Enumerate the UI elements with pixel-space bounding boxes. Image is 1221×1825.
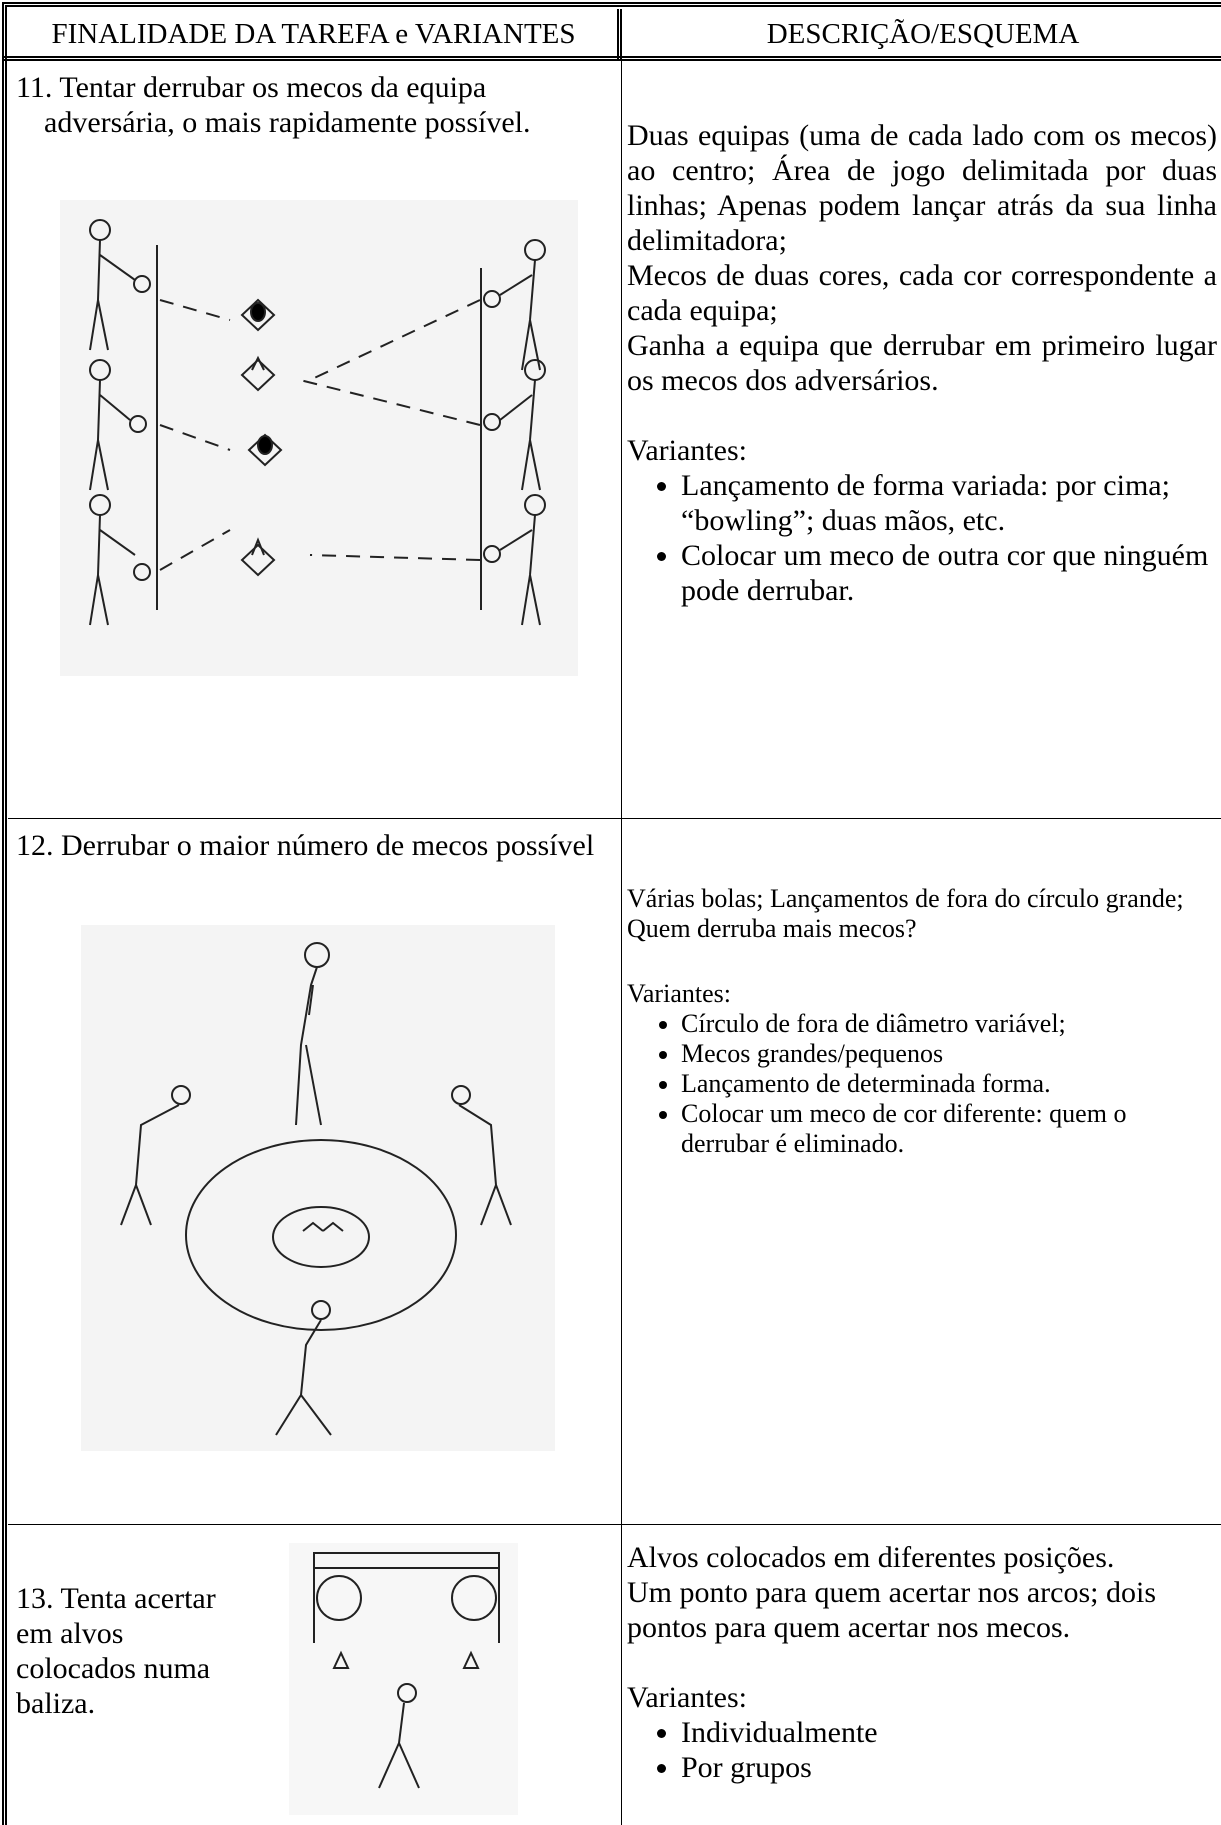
description: Duas equipas (uma de cada lado com os me… (627, 118, 1217, 608)
column-divider (621, 58, 622, 1825)
variant-item: Por grupos (681, 1750, 1217, 1785)
task-title: 11. Tentar derrubar os mecos da equipa a… (16, 71, 531, 139)
row-border (8, 818, 1221, 819)
description-line: Várias bolas; Lançamentos de fora do cír… (627, 884, 1184, 913)
illustration (81, 925, 555, 1451)
variant-item: Círculo de fora de diâmetro variável; (681, 1009, 1217, 1039)
variant-item: Mecos grandes/pequenos (681, 1039, 1217, 1069)
description-line: Alvos colocados em diferentes posições. (627, 1541, 1115, 1574)
variant-item: Individualmente (681, 1715, 1217, 1750)
description-paragraphs: Várias bolas; Lançamentos de fora do cír… (627, 884, 1217, 944)
description-line: Quem derruba mais mecos? (627, 914, 917, 943)
illustration (289, 1543, 518, 1815)
row-border (8, 1524, 1221, 1525)
description-line: Duas equipas (uma de cada lado com os me… (627, 119, 1217, 257)
task-title: 12. Derrubar o maior número de mecos pos… (16, 829, 595, 862)
header-cell: FINALIDADE DA TAREFA e VARIANTES (51, 18, 576, 50)
description-paragraphs: Duas equipas (uma de cada lado com os me… (627, 118, 1217, 398)
illustration (60, 200, 578, 676)
variants-list: IndividualmentePor grupos (627, 1715, 1217, 1785)
variants-label: Variantes: (627, 979, 731, 1008)
variant-item: Colocar um meco de cor diferente: quem o… (681, 1099, 1217, 1159)
variants-label: Variantes: (627, 434, 747, 467)
description-line: Mecos de duas cores, cada cor correspond… (627, 259, 1217, 327)
header-cell: DESCRIÇÃO/ESQUEMA (766, 18, 1080, 50)
description: Várias bolas; Lançamentos de fora do cír… (627, 884, 1217, 1159)
description-line: Um ponto para quem acertar nos arcos; do… (627, 1576, 1156, 1644)
variants-list: Círculo de fora de diâmetro variável;Mec… (627, 1009, 1217, 1159)
variant-item: Colocar um meco de outra cor que ninguém… (681, 538, 1217, 608)
description: Alvos colocados em diferentes posições. U… (627, 1540, 1217, 1785)
column-divider-header (617, 9, 625, 59)
task-title: 13. Tenta acertar em alvos colocados num… (16, 1582, 216, 1720)
variants-list: Lançamento de forma variada: por cima; “… (627, 468, 1217, 608)
variants-label: Variantes: (627, 1681, 747, 1714)
description-paragraphs: Alvos colocados em diferentes posições. U… (627, 1540, 1217, 1645)
description-line: Ganha a equipa que derrubar em primeiro … (627, 329, 1217, 397)
header-border (2, 56, 1221, 62)
variant-item: Lançamento de determinada forma. (681, 1069, 1217, 1099)
variant-item: Lançamento de forma variada: por cima; “… (681, 468, 1217, 538)
